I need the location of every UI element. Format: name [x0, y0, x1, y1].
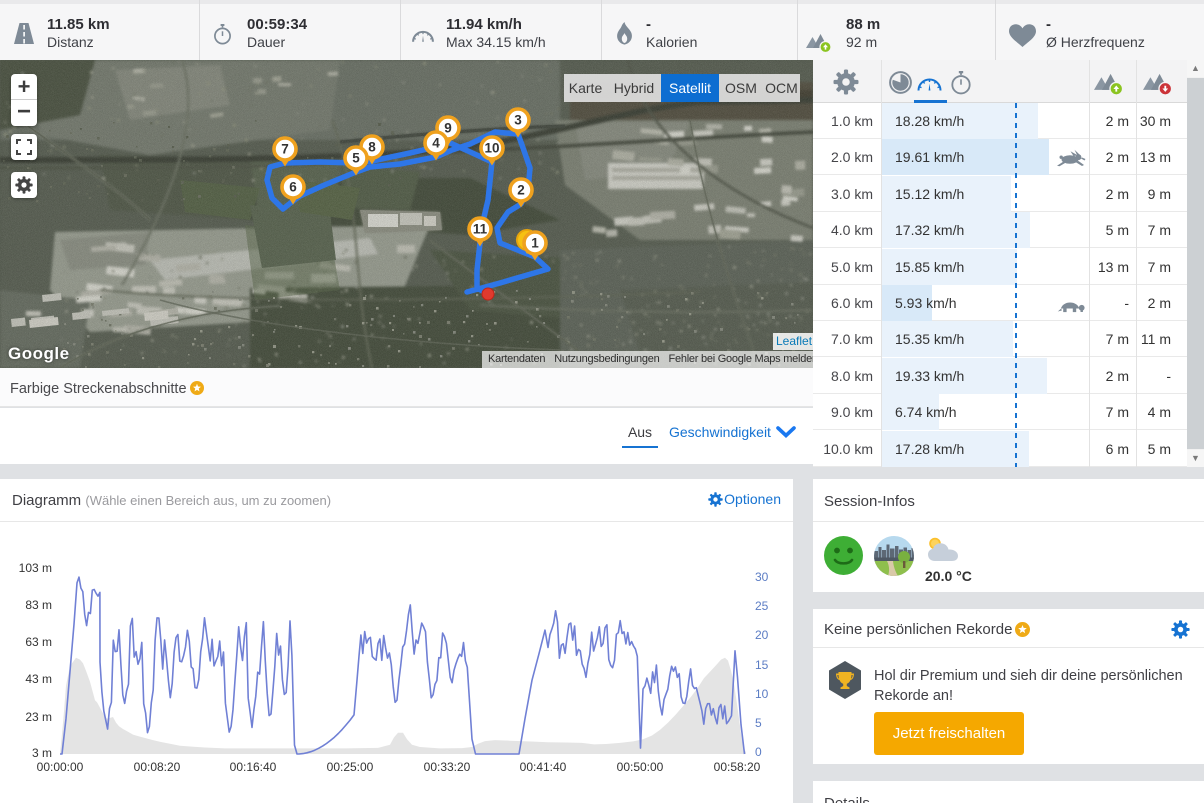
svg-text:1: 1 [531, 236, 539, 251]
svg-text:10: 10 [484, 141, 499, 156]
svg-text:103 m: 103 m [19, 561, 52, 575]
svg-text:00:08:20: 00:08:20 [134, 760, 181, 774]
svg-text:23 m: 23 m [25, 710, 52, 724]
svg-text:63 m: 63 m [25, 635, 52, 649]
svg-text:15: 15 [755, 658, 769, 672]
svg-text:0: 0 [755, 745, 762, 759]
svg-text:20: 20 [755, 628, 769, 642]
svg-text:00:33:20: 00:33:20 [424, 760, 471, 774]
svg-text:00:58:20: 00:58:20 [714, 760, 761, 774]
svg-text:00:41:40: 00:41:40 [520, 760, 567, 774]
svg-text:00:16:40: 00:16:40 [230, 760, 277, 774]
svg-text:8: 8 [368, 140, 376, 155]
svg-text:9: 9 [444, 121, 452, 136]
svg-text:11: 11 [473, 222, 488, 237]
svg-text:00:50:00: 00:50:00 [617, 760, 664, 774]
svg-text:10: 10 [755, 687, 769, 701]
svg-text:4: 4 [432, 136, 440, 151]
svg-text:3 m: 3 m [32, 746, 52, 760]
svg-text:5: 5 [352, 151, 360, 166]
svg-text:00:00:00: 00:00:00 [37, 760, 84, 774]
svg-text:5: 5 [755, 716, 762, 730]
svg-text:2: 2 [517, 183, 525, 198]
svg-text:00:25:00: 00:25:00 [327, 760, 374, 774]
svg-text:25: 25 [755, 599, 769, 613]
svg-text:3: 3 [514, 113, 522, 128]
svg-text:83 m: 83 m [25, 598, 52, 612]
svg-text:30: 30 [755, 570, 769, 584]
svg-text:6: 6 [289, 180, 297, 195]
svg-text:7: 7 [281, 142, 289, 157]
svg-text:43 m: 43 m [25, 672, 52, 686]
